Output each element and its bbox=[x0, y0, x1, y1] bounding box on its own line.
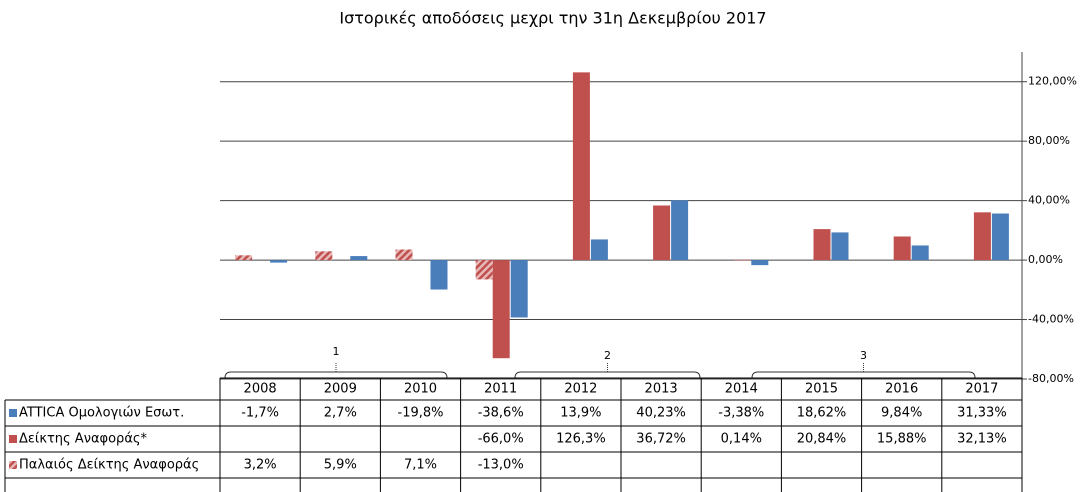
bar bbox=[831, 232, 849, 261]
bar bbox=[395, 249, 413, 261]
bar bbox=[315, 251, 333, 261]
table-cell: 13,9% bbox=[560, 406, 601, 421]
bar bbox=[492, 260, 510, 359]
bar bbox=[813, 229, 831, 261]
group-label: 3 bbox=[860, 349, 867, 362]
table-cell: 3,2% bbox=[244, 458, 277, 473]
bar bbox=[430, 260, 448, 290]
table-cell: 18,62% bbox=[797, 406, 847, 421]
group-bracket bbox=[514, 371, 701, 379]
table-cell: 2,7% bbox=[324, 406, 357, 421]
group-label: 2 bbox=[604, 349, 611, 362]
bar bbox=[893, 236, 911, 261]
x-tick-label: 2009 bbox=[324, 382, 357, 397]
table-cell: -19,8% bbox=[398, 406, 444, 421]
chart-title: Ιστορικές αποδόσεις μεχρι την 31η Δεκεμβ… bbox=[339, 9, 766, 28]
y-tick-label: -80,00% bbox=[1028, 372, 1074, 385]
table-cell: 15,88% bbox=[877, 432, 927, 447]
table-cell: -3,38% bbox=[718, 406, 764, 421]
y-tick-label: 40,00% bbox=[1028, 194, 1070, 207]
x-tick-label: 2010 bbox=[404, 382, 437, 397]
legend-label: Παλαιός Δείκτης Αναφοράς bbox=[19, 458, 199, 473]
table-cell: 20,84% bbox=[797, 432, 847, 447]
table-cell: 5,9% bbox=[324, 458, 357, 473]
y-tick-label: 0,00% bbox=[1028, 253, 1063, 266]
table-cell: 40,23% bbox=[636, 406, 686, 421]
group-bracket bbox=[751, 371, 976, 379]
x-tick-label: 2012 bbox=[564, 382, 597, 397]
x-tick-label: 2014 bbox=[725, 382, 758, 397]
x-tick-label: 2016 bbox=[885, 382, 918, 397]
x-tick-label: 2008 bbox=[244, 382, 277, 397]
group-bracket bbox=[224, 371, 448, 379]
group-label: 1 bbox=[333, 345, 340, 358]
legend-label: Δείκτης Αναφοράς* bbox=[19, 432, 148, 447]
bar bbox=[911, 245, 929, 261]
bar bbox=[510, 260, 528, 318]
bar bbox=[590, 239, 608, 261]
x-tick-label: 2017 bbox=[965, 382, 998, 397]
bar bbox=[653, 205, 671, 261]
table-cell: 31,33% bbox=[957, 406, 1007, 421]
bar bbox=[671, 200, 689, 261]
bar bbox=[991, 213, 1009, 261]
legend-marker bbox=[9, 409, 17, 417]
y-tick-label: 80,00% bbox=[1028, 134, 1070, 147]
x-tick-label: 2015 bbox=[805, 382, 838, 397]
x-tick-label: 2013 bbox=[645, 382, 678, 397]
table-cell: 126,3% bbox=[556, 432, 606, 447]
bar bbox=[751, 260, 769, 266]
legend-label: ATTICA Ομολογιών Εσωτ. bbox=[19, 406, 184, 421]
y-tick-label: 120,00% bbox=[1028, 75, 1077, 88]
bar bbox=[572, 72, 590, 261]
y-tick-label: -40,00% bbox=[1028, 313, 1074, 326]
bar bbox=[733, 259, 751, 261]
table-cell: 36,72% bbox=[636, 432, 686, 447]
table-cell: -13,0% bbox=[478, 458, 524, 473]
bar bbox=[235, 255, 253, 261]
table-cell: 32,13% bbox=[957, 432, 1007, 447]
table-cell: -38,6% bbox=[478, 406, 524, 421]
bar bbox=[270, 260, 288, 263]
bar bbox=[350, 256, 368, 261]
legend-marker bbox=[9, 461, 17, 469]
x-tick-label: 2011 bbox=[484, 382, 517, 397]
table-cell: 7,1% bbox=[404, 458, 437, 473]
legend-marker bbox=[9, 435, 17, 443]
table-cell: 9,84% bbox=[881, 406, 922, 421]
bar bbox=[973, 212, 991, 261]
table-cell: 0,14% bbox=[721, 432, 762, 447]
bar bbox=[475, 260, 493, 280]
table-cell: -1,7% bbox=[241, 406, 279, 421]
table-cell: -66,0% bbox=[478, 432, 524, 447]
